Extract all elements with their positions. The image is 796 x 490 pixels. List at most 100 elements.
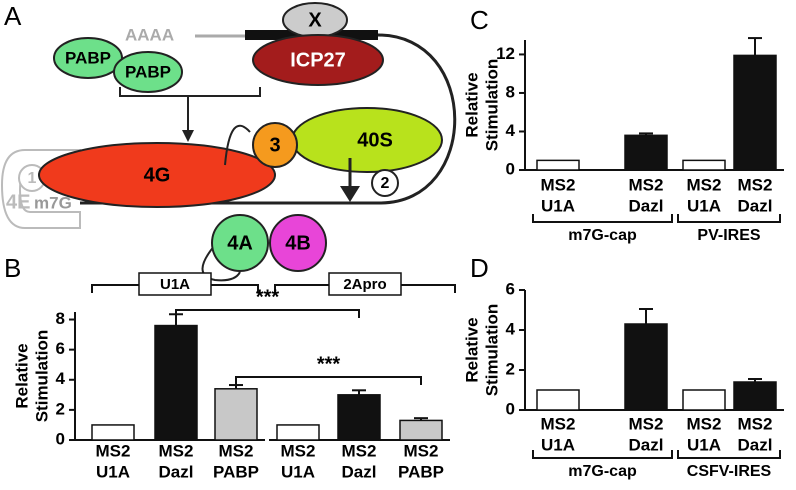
significance-bracket [235, 376, 422, 385]
x-tick-label: U1A [687, 196, 721, 215]
eif4b [269, 214, 327, 272]
x-tick-label: MS2 [159, 441, 194, 460]
y-tick-label: 0 [506, 399, 515, 418]
bar [733, 54, 777, 171]
bar [536, 159, 580, 171]
y-axis-label: Stimulation [482, 304, 501, 397]
y-axis-label: Stimulation [482, 59, 501, 152]
panel-label: B [4, 253, 21, 283]
eif4a-label: 4A [227, 232, 253, 254]
bar [154, 324, 198, 441]
y-tick-label: 0 [56, 429, 65, 448]
group-label: 2Apro [343, 276, 386, 293]
cap-label: m7G [34, 193, 72, 212]
icp27 [252, 34, 384, 86]
bar [733, 381, 777, 411]
pabp-label: PABP [65, 48, 111, 67]
x-tick-label: MS2 [687, 414, 722, 433]
group-box [328, 272, 402, 296]
arrowhead [340, 186, 360, 202]
icp27-label: ICP27 [290, 49, 346, 71]
group-bracket [677, 450, 781, 459]
eif3-label: 3 [269, 134, 280, 156]
eif4g [38, 142, 276, 208]
mrna [80, 33, 457, 205]
y-tick-label: 6 [56, 339, 65, 358]
group-bracket [677, 214, 781, 223]
group-bracket [532, 214, 673, 223]
x-tick-label: MS2 [219, 441, 254, 460]
bracket [119, 87, 261, 97]
x-tick-label: PABP [213, 462, 259, 481]
eif4e-label: 4E [6, 191, 30, 213]
x-tick-label: Dazl [738, 196, 773, 215]
y-tick-label: 12 [496, 44, 515, 63]
diagram: A AAAA X ICP27 PABP PABP 4E m7G 1 4G 40S… [0, 1, 457, 282]
x-tick-label: U1A [541, 435, 575, 454]
y-tick-label: 4 [56, 369, 66, 388]
eif4a [211, 214, 269, 272]
x-tick-label: MS2 [281, 441, 316, 460]
group-bracket [532, 450, 673, 459]
significance-label: *** [317, 353, 341, 375]
group-label: m7G-cap [568, 227, 637, 244]
arrowhead [182, 130, 194, 142]
y-tick-label: 0 [506, 159, 515, 178]
pabp [113, 51, 183, 93]
x-tick-label: Dazl [342, 462, 377, 481]
x-tick-label: MS2 [541, 414, 576, 433]
eif4b-label: 4B [285, 232, 311, 254]
significance-bracket [175, 309, 360, 318]
group-box [138, 272, 212, 296]
bar [536, 389, 580, 411]
bar [399, 419, 443, 441]
y-tick-label: 4 [506, 121, 516, 140]
bar [276, 424, 320, 441]
x-tick-label: Dazl [629, 196, 664, 215]
y-tick-label: 8 [506, 82, 515, 101]
panel-label: D [470, 253, 489, 283]
x-tick-label: MS2 [404, 441, 439, 460]
x-tick-label: U1A [281, 462, 315, 481]
x-tick-label: MS2 [687, 175, 722, 194]
bar [214, 388, 258, 441]
group-label: PV-IRES [697, 227, 760, 244]
bar [682, 159, 726, 171]
curved-arrow [224, 124, 251, 166]
eif4g-label: 4G [144, 164, 171, 186]
x-tick-label: U1A [541, 196, 575, 215]
40s-label: 40S [357, 129, 393, 151]
y-tick-label: 8 [56, 309, 65, 328]
y-axis-label: Relative [462, 72, 481, 137]
x-tick-label: MS2 [96, 441, 131, 460]
x-tick-label: Dazl [629, 435, 664, 454]
step-label: 2 [381, 175, 390, 192]
curved-arrow [201, 244, 241, 282]
x-tick-label: MS2 [738, 414, 773, 433]
significance-label: *** [256, 286, 280, 308]
x-tick-label: MS2 [629, 175, 664, 194]
bar [624, 134, 668, 171]
bar [91, 424, 135, 441]
y-axis-label: Relative [12, 343, 31, 408]
x-tick-label: MS2 [342, 441, 377, 460]
x-tick-label: U1A [687, 435, 721, 454]
y-tick-label: 4 [506, 319, 516, 338]
bar [682, 389, 726, 411]
polya-label: AAAA [125, 25, 174, 44]
y-tick-label: 2 [56, 399, 65, 418]
pabp-label: PABP [125, 62, 171, 81]
step-marker [371, 169, 399, 197]
step-label: 1 [28, 170, 37, 187]
y-tick-label: 2 [506, 359, 515, 378]
panel-label: C [470, 5, 489, 35]
x-tick-label: Dazl [738, 435, 773, 454]
x-tick-label: Dazl [159, 462, 194, 481]
y-axis-label: Stimulation [32, 330, 51, 423]
eif3 [252, 122, 298, 168]
group-label: U1A [160, 276, 190, 293]
y-tick-label: 6 [506, 279, 515, 298]
panel-label: A [4, 1, 22, 31]
x-tick-label: MS2 [738, 175, 773, 194]
